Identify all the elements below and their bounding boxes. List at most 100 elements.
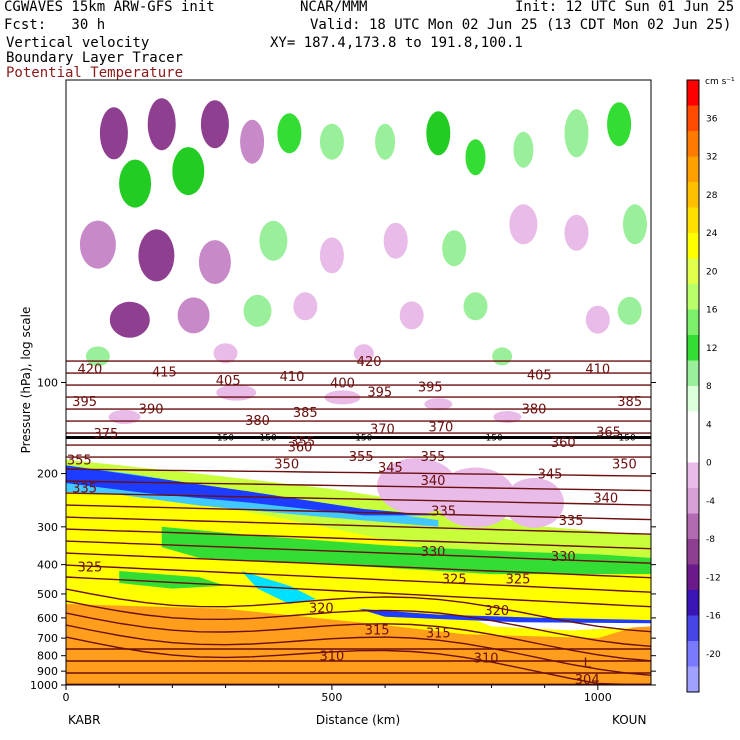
colorbar-swatch xyxy=(687,590,699,616)
wave-cell xyxy=(293,292,318,321)
colorbar-swatch xyxy=(687,258,699,285)
field-region-green xyxy=(161,526,651,575)
colorbar-swatch xyxy=(687,666,699,693)
y-tick-label: 300 xyxy=(37,521,58,534)
header-fcst: Fcst: 30 h xyxy=(4,17,106,33)
tracer-contour-label: 150 xyxy=(619,434,636,444)
colorbar-swatch xyxy=(687,80,699,106)
colorbar-swatch xyxy=(687,539,699,565)
theta-contour-label: 410 xyxy=(280,370,305,385)
wave-cell xyxy=(109,301,150,338)
theta-contour-line xyxy=(66,504,651,521)
colorbar-swatch xyxy=(687,641,699,667)
wave-cell xyxy=(383,222,408,259)
wave-cell xyxy=(426,111,451,156)
wave-cell xyxy=(172,147,205,196)
left-endpoint-label: KABR xyxy=(68,713,100,727)
theta-contour-label: 415 xyxy=(152,366,177,381)
wave-cell xyxy=(623,204,647,245)
colorbar-swatch xyxy=(687,182,699,208)
theta-contour-label: 400 xyxy=(330,377,355,392)
colorbar-swatch xyxy=(687,207,699,234)
colorbar-swatch xyxy=(687,437,699,463)
theta-contour-label: 355 xyxy=(349,450,374,465)
wave-cell xyxy=(564,109,589,158)
theta-contour-label: 325 xyxy=(77,560,102,575)
colorbar-swatch xyxy=(687,360,699,387)
wave-cell xyxy=(240,119,265,164)
colorbar-swatch xyxy=(687,386,699,412)
theta-contour-label: 355 xyxy=(67,454,92,469)
y-tick-label: 900 xyxy=(37,665,58,678)
vertical-velocity-field xyxy=(66,98,651,685)
wave-cell xyxy=(617,296,642,325)
tracer-contour-label: 150 xyxy=(486,434,503,444)
theta-contour-label: 325 xyxy=(442,573,467,588)
theta-contour-line xyxy=(66,516,651,535)
colorbar-swatch xyxy=(687,462,699,489)
wave-cell xyxy=(492,347,513,366)
colorbar-swatch xyxy=(687,131,699,157)
header-model: CGWAVES 15km ARW-GFS init xyxy=(4,0,215,15)
theta-contour-label: 350 xyxy=(274,457,299,472)
theta-contour-line xyxy=(66,612,651,662)
theta-contour-line xyxy=(66,492,651,506)
header-org: NCAR/MMM xyxy=(300,0,368,15)
theta-contour-label: 390 xyxy=(139,403,164,418)
wave-cell xyxy=(607,102,632,147)
theta-contour-label: 345 xyxy=(538,468,563,483)
theta-contour-line xyxy=(66,600,651,647)
wave-cell xyxy=(198,240,231,285)
header-field-potential-temperature: Potential Temperature xyxy=(6,65,184,81)
colorbar-tick-label: 12 xyxy=(706,344,717,354)
y-tick-label: 500 xyxy=(37,588,58,601)
theta-contour-line xyxy=(66,588,651,633)
colorbar-tick-label: -12 xyxy=(706,573,721,583)
theta-contour-label: 330 xyxy=(551,550,576,565)
theta-contour-label: 375 xyxy=(93,427,118,442)
theta-contour-line xyxy=(66,576,651,608)
theta-contour-label: 360 xyxy=(551,436,576,451)
y-tick-label: 700 xyxy=(37,632,58,645)
theta-contour-label: 365 xyxy=(596,425,621,440)
wave-cell xyxy=(375,123,396,160)
tracer-contour-label: 150 xyxy=(260,434,277,444)
colorbar-tick-label: 20 xyxy=(706,267,718,277)
low-pressure-marker: L xyxy=(584,657,592,672)
theta-contour-label: 335 xyxy=(72,481,97,496)
y-tick-label: 1000 xyxy=(30,679,58,692)
wave-cell xyxy=(243,294,272,327)
wave-cell-upper xyxy=(493,411,522,423)
wave-cell xyxy=(213,343,238,364)
wave-cell xyxy=(138,229,175,282)
colorbar-swatch xyxy=(687,156,699,183)
wave-cell xyxy=(259,220,288,261)
theta-contour-label: 335 xyxy=(431,505,456,520)
colorbar-tick-label: 24 xyxy=(706,229,718,239)
colorbar-swatch xyxy=(687,488,699,514)
theta-contour-label: 405 xyxy=(527,368,552,383)
colorbar-swatch xyxy=(687,105,699,132)
theta-contour-label: 380 xyxy=(522,403,547,418)
theta-contour-label: 405 xyxy=(216,374,241,389)
wave-cell xyxy=(277,113,302,154)
theta-contour-label: 325 xyxy=(506,573,531,588)
wave-cell xyxy=(79,220,116,269)
colorbar-swatch xyxy=(687,411,699,438)
wave-cell xyxy=(564,214,589,251)
wave-cell xyxy=(353,344,374,363)
theta-contour-label: 370 xyxy=(370,423,395,438)
colorbar-tick-label: -4 xyxy=(706,497,715,507)
wave-cell xyxy=(99,107,128,160)
colorbar-tick-label: 4 xyxy=(706,420,712,430)
theta-contour-label: 385 xyxy=(293,406,318,421)
wave-cell xyxy=(177,297,210,334)
theta-contour-label: 320 xyxy=(309,602,334,617)
y-tick-label: 600 xyxy=(37,612,58,625)
wave-cell xyxy=(463,292,488,321)
theta-contour-line xyxy=(66,540,651,564)
theta-contour-line xyxy=(66,552,651,579)
y-tick-label: 400 xyxy=(37,559,58,572)
